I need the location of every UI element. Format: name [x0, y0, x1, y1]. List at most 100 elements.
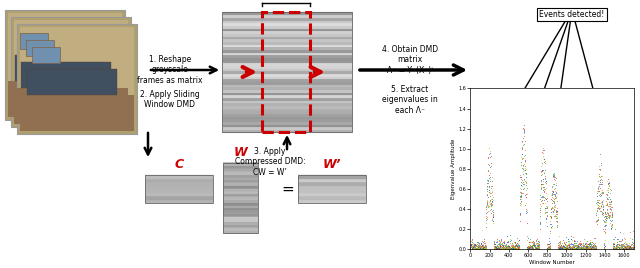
Point: [563, 246, 573, 251]
Point: [508, 243, 518, 247]
Point: [610, 246, 620, 251]
Point: [492, 247, 502, 251]
Point: [625, 246, 636, 251]
Point: [603, 185, 613, 190]
Point: [627, 245, 637, 250]
Point: [611, 243, 621, 247]
Point: [614, 239, 624, 243]
Point: [584, 246, 594, 250]
Point: [540, 206, 550, 210]
Point: [589, 246, 599, 250]
Point: [520, 166, 530, 170]
Point: [605, 202, 616, 206]
Point: [585, 240, 595, 244]
Point: [594, 204, 604, 209]
Point: [540, 187, 550, 191]
Point: [600, 211, 611, 215]
Point: [513, 247, 523, 251]
Point: [602, 200, 612, 205]
Point: [532, 246, 542, 250]
Point: [518, 177, 529, 181]
Point: [590, 244, 600, 249]
Point: [548, 172, 559, 176]
Point: [471, 246, 481, 250]
Point: [500, 246, 510, 250]
Point: [628, 247, 638, 251]
Point: [624, 244, 634, 248]
Point: [514, 243, 524, 247]
Point: [508, 244, 518, 248]
Point: [582, 244, 592, 248]
Point: [508, 244, 518, 248]
Point: [609, 244, 620, 248]
Point: [491, 244, 501, 248]
Point: [552, 219, 563, 223]
Point: [481, 221, 491, 225]
Point: [609, 245, 619, 249]
Point: [516, 175, 526, 180]
Point: [546, 225, 556, 230]
Point: [618, 242, 628, 247]
Point: [527, 243, 538, 247]
Point: [565, 247, 575, 251]
Point: [473, 243, 483, 248]
Point: [628, 244, 639, 249]
Point: [517, 184, 527, 189]
Point: [534, 246, 544, 251]
Point: [588, 247, 598, 251]
Point: [485, 198, 495, 203]
Point: [611, 244, 621, 248]
Point: [596, 210, 607, 214]
Point: [495, 244, 505, 248]
Point: [545, 206, 556, 210]
Point: [612, 247, 623, 251]
Point: [595, 175, 605, 179]
Point: [570, 247, 580, 251]
Point: [528, 243, 538, 247]
Point: [494, 247, 504, 251]
Point: [579, 246, 589, 251]
Point: [472, 246, 483, 250]
Point: [525, 236, 536, 241]
Point: [536, 173, 547, 177]
Point: [504, 246, 514, 250]
Point: [525, 246, 536, 250]
Point: [557, 243, 568, 247]
Point: [586, 243, 596, 247]
Point: [514, 238, 524, 243]
Point: [595, 203, 605, 207]
Point: [550, 192, 560, 196]
Point: [483, 209, 493, 213]
Point: [595, 206, 605, 210]
Point: [525, 245, 535, 249]
Point: [562, 243, 572, 247]
Point: [496, 237, 506, 241]
Point: [572, 244, 582, 248]
Point: [545, 241, 555, 245]
Point: [552, 199, 562, 203]
Point: [618, 247, 628, 251]
Point: [502, 247, 512, 251]
Point: [626, 247, 636, 251]
Point: [499, 246, 509, 250]
Point: [579, 247, 589, 251]
Point: [482, 199, 492, 203]
Point: [550, 194, 561, 198]
Point: [486, 154, 496, 158]
Point: [511, 247, 521, 251]
Point: [586, 244, 596, 248]
Point: [518, 167, 528, 171]
Point: [579, 244, 589, 249]
Point: [625, 247, 636, 251]
Point: [522, 238, 532, 242]
Point: [483, 204, 493, 209]
Point: [557, 246, 567, 250]
Point: [549, 214, 559, 218]
Point: [535, 202, 545, 206]
Point: [575, 245, 585, 249]
Point: [602, 216, 612, 220]
Point: [612, 243, 622, 247]
Point: [506, 245, 516, 250]
Point: [593, 204, 604, 209]
Point: [554, 245, 564, 250]
